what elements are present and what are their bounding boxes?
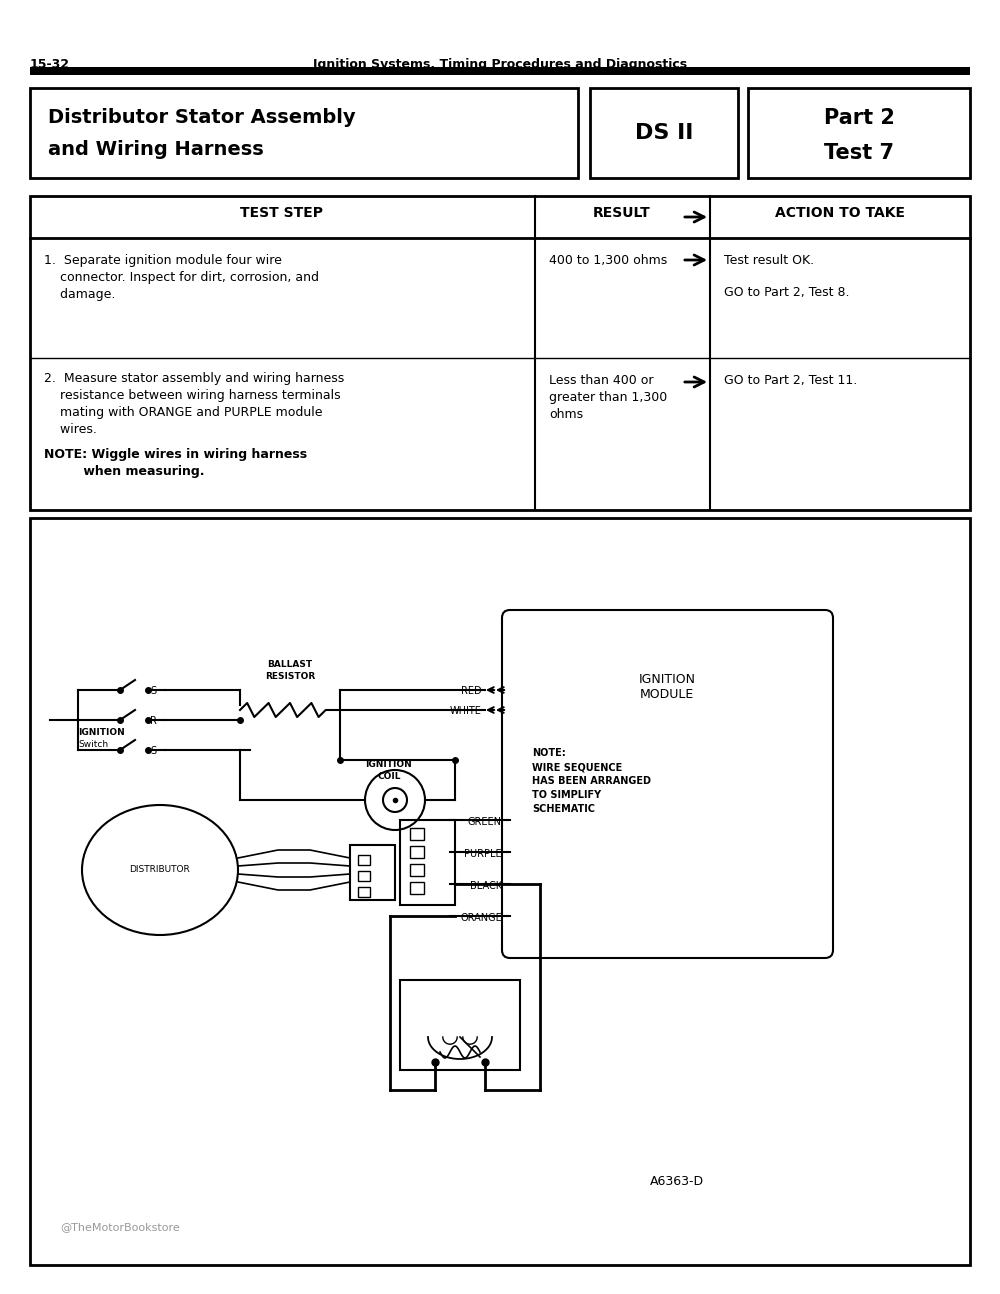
Bar <box>400 980 520 1070</box>
Text: when measuring.: when measuring. <box>44 465 205 477</box>
Text: RESULT: RESULT <box>593 206 651 220</box>
Text: Distributor Stator Assembly: Distributor Stator Assembly <box>48 107 356 127</box>
Bar <box>410 846 424 858</box>
Bar <box>358 855 370 864</box>
Bar <box>30 195 970 510</box>
Text: BLACK: BLACK <box>470 881 502 892</box>
Text: PURPLE: PURPLE <box>464 849 502 859</box>
Text: Ignition Systems, Timing Procedures and Diagnostics: Ignition Systems, Timing Procedures and … <box>313 58 687 71</box>
Text: greater than 1,300: greater than 1,300 <box>549 391 667 404</box>
Text: MODULE: MODULE <box>640 688 694 701</box>
Text: S: S <box>150 747 156 756</box>
Text: ohms: ohms <box>549 408 583 421</box>
Bar <box>410 883 424 894</box>
Text: IGNITION: IGNITION <box>639 673 696 686</box>
FancyBboxPatch shape <box>502 609 833 958</box>
Text: DISTRIBUTOR: DISTRIBUTOR <box>130 866 190 875</box>
Bar <box>350 845 395 901</box>
Text: BALLAST: BALLAST <box>267 660 313 669</box>
Text: IGNITION: IGNITION <box>78 729 125 738</box>
Bar <box>30 518 970 1266</box>
Text: Switch: Switch <box>78 740 108 749</box>
Text: Test result OK.: Test result OK. <box>724 254 814 267</box>
Text: S: S <box>150 686 156 696</box>
Text: 2.  Measure stator assembly and wiring harness: 2. Measure stator assembly and wiring ha… <box>44 371 344 386</box>
Text: R: R <box>150 716 157 726</box>
Text: A6363-D: A6363-D <box>650 1175 704 1188</box>
Text: damage.: damage. <box>44 289 115 302</box>
Text: RED: RED <box>461 686 482 696</box>
Bar <box>30 88 578 179</box>
Text: SCHEMATIC: SCHEMATIC <box>532 804 595 814</box>
Text: @TheMotorBookstore: @TheMotorBookstore <box>60 1222 180 1232</box>
Text: Part 2: Part 2 <box>824 107 894 128</box>
Text: COIL: COIL <box>377 773 400 782</box>
Text: NOTE:: NOTE: <box>532 748 566 758</box>
Text: 400 to 1,300 ohms: 400 to 1,300 ohms <box>549 254 667 267</box>
Text: TEST STEP: TEST STEP <box>240 206 324 220</box>
Text: GO to Part 2, Test 8.: GO to Part 2, Test 8. <box>724 286 850 299</box>
Bar <box>30 67 970 75</box>
Bar <box>358 886 370 897</box>
Text: Less than 400 or: Less than 400 or <box>549 374 654 387</box>
Text: DS II: DS II <box>635 123 693 144</box>
Text: WHITE: WHITE <box>450 707 482 716</box>
Bar <box>358 871 370 881</box>
Text: GO to Part 2, Test 11.: GO to Part 2, Test 11. <box>724 374 857 387</box>
Text: WIRE SEQUENCE: WIRE SEQUENCE <box>532 762 622 773</box>
Text: TO SIMPLIFY: TO SIMPLIFY <box>532 791 601 800</box>
Text: resistance between wiring harness terminals: resistance between wiring harness termin… <box>44 389 341 402</box>
Bar <box>410 864 424 876</box>
Text: wires.: wires. <box>44 423 97 436</box>
Text: ORANGE: ORANGE <box>460 914 502 923</box>
Text: ACTION TO TAKE: ACTION TO TAKE <box>775 206 905 220</box>
Text: and Wiring Harness: and Wiring Harness <box>48 140 264 159</box>
Text: NOTE: Wiggle wires in wiring harness: NOTE: Wiggle wires in wiring harness <box>44 448 307 461</box>
Text: connector. Inspect for dirt, corrosion, and: connector. Inspect for dirt, corrosion, … <box>44 270 319 283</box>
Bar <box>590 88 738 179</box>
Text: HAS BEEN ARRANGED: HAS BEEN ARRANGED <box>532 776 651 785</box>
Text: 15-32: 15-32 <box>30 58 70 71</box>
Text: mating with ORANGE and PURPLE module: mating with ORANGE and PURPLE module <box>44 406 322 419</box>
Text: IGNITION: IGNITION <box>365 760 412 769</box>
Bar <box>748 88 970 179</box>
Text: RESISTOR: RESISTOR <box>265 672 315 681</box>
Text: Test 7: Test 7 <box>824 144 894 163</box>
Text: 1.  Separate ignition module four wire: 1. Separate ignition module four wire <box>44 254 282 267</box>
Bar <box>400 820 455 905</box>
Text: GREEN: GREEN <box>468 817 502 827</box>
Bar <box>410 828 424 840</box>
